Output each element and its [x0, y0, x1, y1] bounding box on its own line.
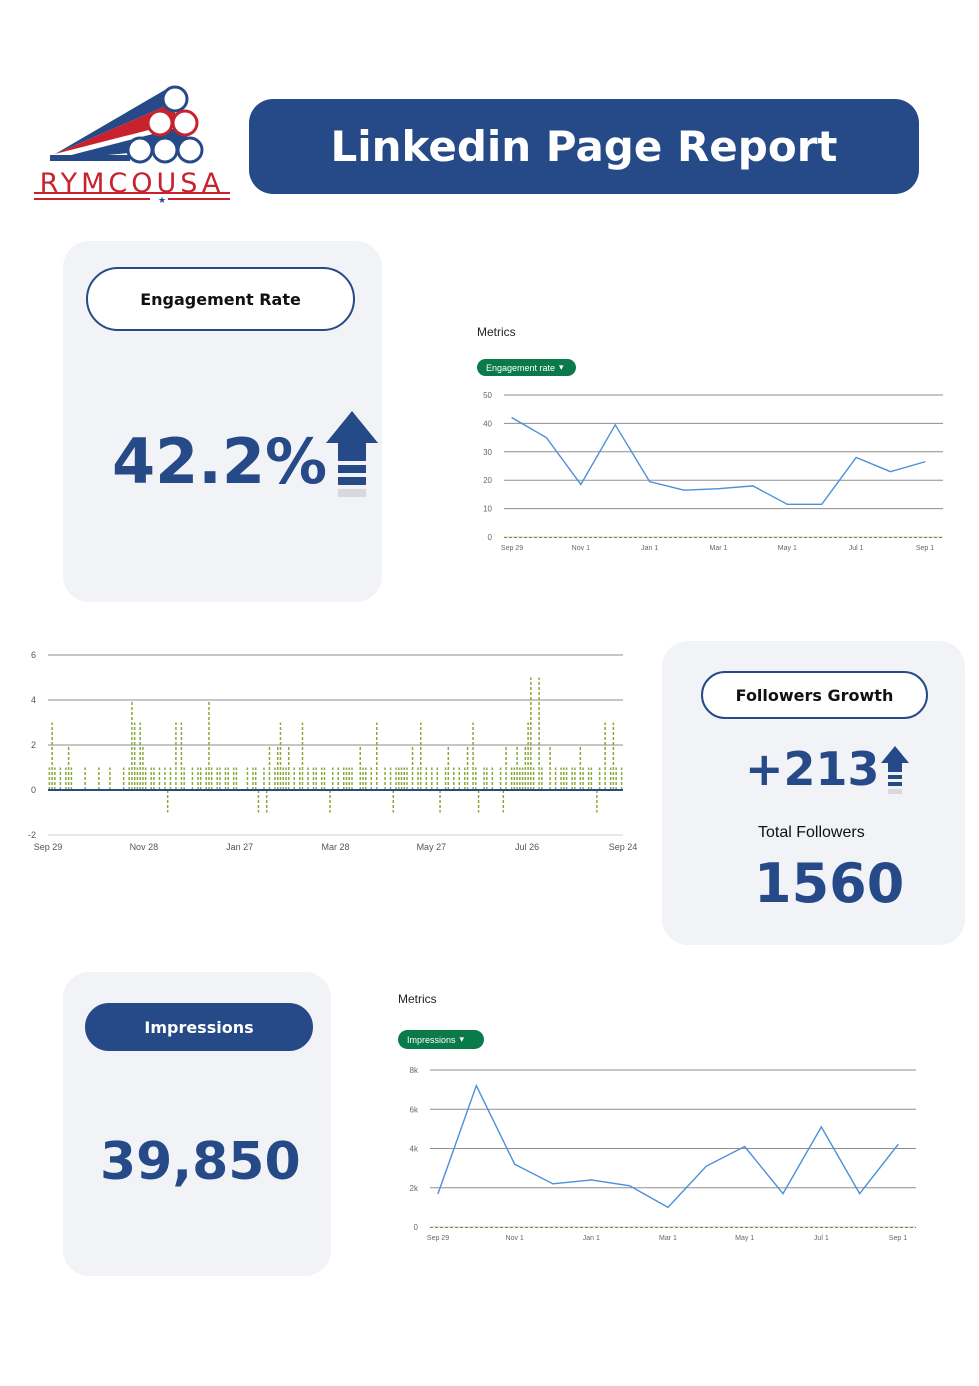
rymcousa-logo: ★: [34, 85, 230, 205]
engagement-label-pill: Engagement Rate: [86, 267, 355, 331]
impressions-metric-selector[interactable]: Impressions ▾: [398, 1030, 484, 1049]
y-tick-label: 0: [31, 785, 36, 795]
data-point: [475, 1085, 477, 1087]
svg-text:★: ★: [158, 195, 166, 205]
y-tick-label: 6: [31, 650, 36, 660]
impressions-chart-title: Metrics: [398, 992, 437, 1006]
x-tick-label: Sep 29: [501, 545, 523, 552]
x-tick-label: Nov 1: [506, 1235, 524, 1242]
x-tick-label: Mar 1: [659, 1235, 677, 1242]
y-tick-label: 40: [483, 419, 492, 428]
data-point: [580, 483, 582, 486]
total-followers-label: Total Followers: [758, 824, 865, 841]
y-tick-label: 0: [488, 533, 493, 542]
engagement-value: 42.2%: [112, 425, 328, 498]
data-point: [782, 1193, 784, 1195]
x-tick-label: May 1: [735, 1235, 754, 1242]
impressions-selector-label: Impressions: [407, 1034, 456, 1045]
dropdown-caret-icon: ▾: [559, 362, 564, 372]
x-tick-label: Sep 1: [889, 1235, 907, 1242]
y-tick-label: 4: [31, 695, 36, 705]
x-tick-label: Mar 28: [321, 842, 349, 852]
y-tick-label: -2: [28, 830, 36, 840]
y-tick-label: 2: [31, 740, 36, 750]
data-point: [855, 456, 857, 459]
data-point: [552, 1183, 554, 1185]
y-tick-label: 8k: [410, 1066, 419, 1075]
data-point: [786, 503, 788, 505]
data-point: [744, 1145, 746, 1148]
followers-daily-chart: -2 0 2 4 6 Sep 29 Nov 28 Jan 27 Mar 28 May 27 Jul …: [28, 650, 638, 852]
data-point: [859, 1193, 861, 1195]
total-followers-value: 1560: [754, 852, 905, 915]
x-tick-label: Sep 29: [427, 1235, 449, 1242]
y-tick-label: 0: [414, 1223, 419, 1232]
data-point: [437, 1193, 439, 1195]
report-title-banner: Linkedin Page Report: [249, 99, 919, 194]
data-point: [717, 488, 720, 490]
series-line: [511, 417, 926, 506]
data-point: [924, 461, 926, 463]
y-tick-label: 2k: [410, 1184, 419, 1193]
engagement-label: Engagement Rate: [140, 289, 301, 309]
followers-label: Followers Growth: [735, 685, 894, 705]
arrow-up-icon: [881, 746, 909, 794]
engagement-selector-label: Engagement rate: [486, 362, 556, 373]
x-tick-label: Sep 24: [609, 842, 638, 852]
data-point: [514, 1163, 516, 1165]
data-point: [614, 424, 616, 426]
data-point: [821, 503, 823, 505]
x-tick-label: Jul 1: [814, 1235, 829, 1242]
y-tick-label: 20: [483, 476, 492, 485]
x-tick-label: Sep 29: [34, 842, 63, 852]
logo-wordmark: RYMCOUSA: [39, 168, 225, 199]
x-tick-label: May 27: [417, 842, 447, 852]
x-tick-label: Jan 1: [583, 1235, 600, 1242]
impressions-label-pill: Impressions: [85, 1003, 313, 1051]
data-point: [629, 1185, 631, 1187]
impressions-value: 39,850: [100, 1132, 301, 1192]
followers-growth-value: +213: [745, 742, 880, 796]
data-point: [590, 1179, 592, 1181]
series-line: [437, 1083, 899, 1209]
x-tick-label: Jan 1: [641, 545, 658, 552]
data-point: [752, 485, 754, 487]
x-tick-label: Jan 27: [226, 842, 253, 852]
data-point: [897, 1143, 899, 1146]
data-point: [889, 471, 892, 473]
x-tick-label: Mar 1: [710, 545, 728, 552]
y-tick-label: 50: [483, 391, 492, 400]
x-tick-label: May 1: [778, 545, 797, 552]
dropdown-caret-icon: ▾: [459, 1034, 465, 1044]
x-tick-label: Nov 1: [572, 545, 590, 552]
x-tick-label: Jul 1: [849, 545, 864, 552]
impressions-line-chart: 0 2k 4k 6k 8k Sep 29 Nov 1 Jan 1 Mar 1 May 1 Jul 1…: [410, 1066, 916, 1242]
y-tick-label: 10: [483, 505, 492, 514]
engagement-chart-title: Metrics: [477, 325, 516, 339]
data-point: [667, 1206, 669, 1208]
engagement-metric-selector[interactable]: Engagement rate ▾: [477, 359, 576, 376]
page-title: Linkedin Page Report: [330, 122, 838, 171]
followers-label-pill: Followers Growth: [701, 671, 928, 719]
data-point: [683, 489, 685, 491]
data-point: [511, 417, 513, 419]
y-tick-label: 6k: [410, 1105, 419, 1114]
engagement-line-chart: 0 10 20 30 40 50 Sep 29 Nov 1 Jan 1 Mar 1 May 1 Jul…: [483, 391, 943, 552]
impressions-label: Impressions: [144, 1017, 254, 1037]
arrow-up-icon: [326, 411, 378, 497]
data-point: [545, 437, 548, 439]
x-tick-label: Sep 1: [916, 545, 934, 552]
y-tick-label: 30: [483, 448, 492, 457]
x-tick-label: Jul 26: [515, 842, 539, 852]
data-point: [820, 1126, 822, 1128]
x-tick-label: Nov 28: [130, 842, 159, 852]
data-point: [649, 481, 651, 483]
y-tick-label: 4k: [410, 1145, 419, 1154]
data-point: [705, 1165, 707, 1167]
